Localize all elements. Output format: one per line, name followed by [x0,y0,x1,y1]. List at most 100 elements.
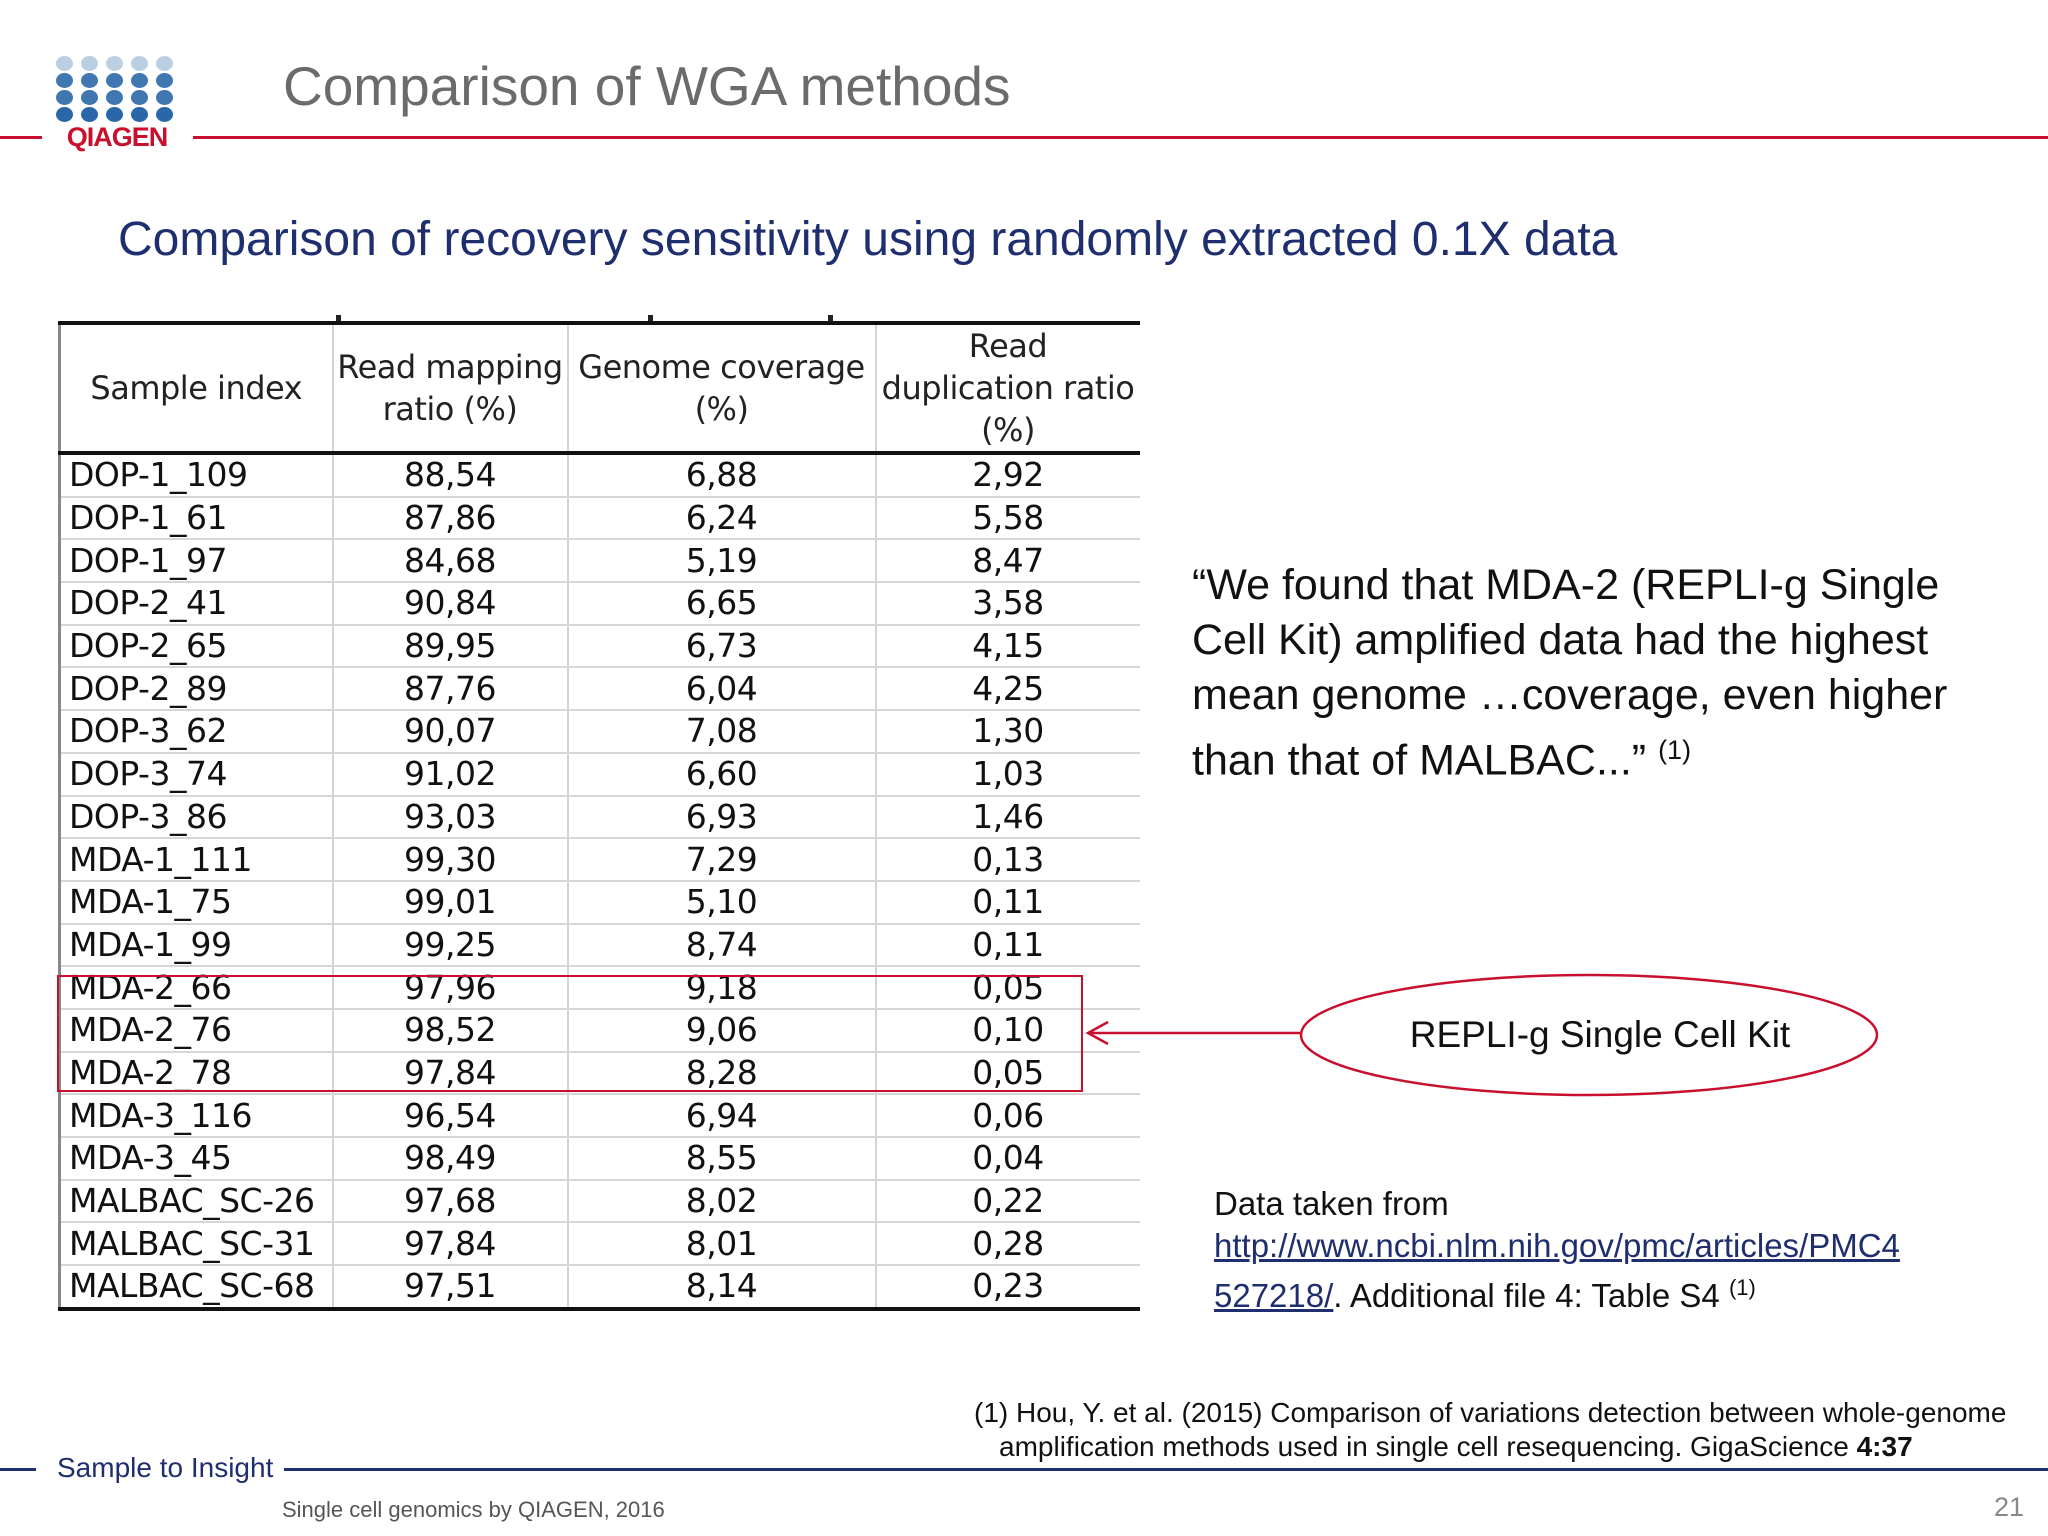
value-cell: 97,84 [331,1051,568,1096]
sample-index-cell: DOP-2_65 [58,624,333,669]
logo-dot [131,56,148,71]
value-cell: 6,94 [566,1094,876,1138]
column-header: Sample index [58,321,333,455]
logo-dot [106,56,123,71]
logo-dot [56,107,73,122]
sample-index-cell: MALBAC_SC-31 [58,1222,333,1267]
source-link-part1: http://www.ncbi.nlm.nih.gov/pmc/articles… [1214,1227,1900,1264]
value-cell: 6,60 [566,752,876,797]
table-body: DOP-1_109 88,54 6,88 2,92 DOP-1_61 87,86 6,24 5… [58,453,1140,1311]
sample-index-cell: DOP-1_109 [58,453,333,498]
value-cell: 0,13 [874,838,1140,882]
table-row: MALBAC_SC-31 97,84 8,01 0,28 [58,1222,1140,1267]
sample-index-cell: MDA-2_66 [58,966,333,1010]
sample-index-cell: MDA-1_75 [58,880,333,925]
table-row: DOP-3_62 90,07 7,08 1,30 [58,710,1140,754]
table-row: DOP-3_74 91,02 6,60 1,03 [58,752,1140,797]
quote-reference: (1) [1658,735,1692,765]
value-cell: 0,11 [874,923,1140,968]
value-cell: 97,96 [331,966,568,1010]
value-cell: 91,02 [331,752,568,797]
source-link[interactable]: http://www.ncbi.nlm.nih.gov/pmc/articles… [1214,1227,1900,1314]
table-row: MDA-2_66 97,96 9,18 0,05 [58,966,1140,1010]
results-table-container: Sample index Read mapping ratio (%) Geno… [58,315,1140,1311]
sample-index-cell: MDA-1_111 [58,838,333,882]
logo-text: QIAGEN [66,122,169,152]
logo-dot [56,73,73,88]
value-cell: 99,25 [331,923,568,968]
sample-index-cell: DOP-1_97 [58,539,333,584]
table-row: DOP-2_41 90,84 6,65 3,58 [58,582,1140,626]
sample-index-cell: MALBAC_SC-68 [58,1265,333,1311]
source-suffix: . Additional file 4: Table S4 [1333,1277,1720,1314]
sample-index-cell: MDA-3_45 [58,1137,333,1181]
citation: (1) Hou, Y. et al. (2015) Comparison of … [974,1396,2034,1464]
table-row: MALBAC_SC-26 97,68 8,02 0,22 [58,1179,1140,1224]
value-cell: 97,84 [331,1222,568,1267]
value-cell: 4,25 [874,667,1140,712]
page-number: 21 [1993,1492,2024,1522]
logo-dot [156,107,173,122]
source-reference: (1) [1728,1275,1756,1300]
footer-divider-right [284,1468,2048,1471]
value-cell: 89,95 [331,624,568,669]
value-cell: 5,10 [566,880,876,925]
value-cell: 90,84 [331,582,568,626]
value-cell: 8,74 [566,923,876,968]
sample-index-cell: MDA-3_116 [58,1094,333,1138]
value-cell: 5,19 [566,539,876,584]
logo-dot [131,73,148,88]
table-row: DOP-1_97 84,68 5,19 8,47 [58,539,1140,584]
value-cell: 93,03 [331,795,568,840]
sample-index-cell: DOP-2_41 [58,582,333,626]
qiagen-logo: QIAGEN [52,52,182,162]
value-cell: 97,51 [331,1265,568,1311]
table-row: MDA-1_111 99,30 7,29 0,13 [58,838,1140,882]
quote-body: “We found that MDA-2 (REPLI-g Single Cel… [1192,561,1948,785]
callout-graphic [1085,973,1879,1097]
footer-tagline: Sample to Insight [57,1452,274,1483]
value-cell: 97,68 [331,1179,568,1224]
slide-title: Comparison of WGA methods [283,55,1011,117]
sample-index-cell: DOP-3_62 [58,710,333,754]
table-row: DOP-1_109 88,54 6,88 2,92 [58,453,1140,498]
logo-dot [131,107,148,122]
sample-index-cell: MDA-2_78 [58,1051,333,1096]
value-cell: 98,49 [331,1137,568,1181]
table-row: MALBAC_SC-68 97,51 8,14 0,23 [58,1265,1140,1311]
citation-line-1: (1) Hou, Y. et al. (2015) Comparison of … [974,1397,2007,1428]
logo-dot [56,56,73,71]
value-cell: 0,23 [874,1265,1140,1311]
value-cell: 6,88 [566,453,876,498]
value-cell: 0,22 [874,1179,1140,1224]
value-cell: 7,08 [566,710,876,754]
table-row: DOP-3_86 93,03 6,93 1,46 [58,795,1140,840]
value-cell: 3,58 [874,582,1140,626]
mda2-highlight-box [57,975,1083,1092]
value-cell: 9,06 [566,1008,876,1053]
sample-index-cell: DOP-1_61 [58,496,333,541]
value-cell: 99,30 [331,838,568,882]
value-cell: 0,11 [874,880,1140,925]
value-cell: 96,54 [331,1094,568,1138]
header-divider-left [0,136,42,139]
value-cell: 6,93 [566,795,876,840]
value-cell: 84,68 [331,539,568,584]
sample-index-cell: MDA-1_99 [58,923,333,968]
value-cell: 9,18 [566,966,876,1010]
logo-dot [81,56,98,71]
table-row: MDA-3_45 98,49 8,55 0,04 [58,1137,1140,1181]
value-cell: 87,86 [331,496,568,541]
sample-index-cell: MDA-2_76 [58,1008,333,1053]
footer-divider-left [0,1468,36,1471]
slide-subtitle: Comparison of recovery sensitivity using… [118,213,1618,266]
table-row: DOP-2_89 87,76 6,04 4,25 [58,667,1140,712]
logo-dot [56,90,73,105]
value-cell: 8,55 [566,1137,876,1181]
column-header: Genome coverage (%) [566,321,876,455]
value-cell: 6,04 [566,667,876,712]
value-cell: 0,28 [874,1222,1140,1267]
value-cell: 1,46 [874,795,1140,840]
value-cell: 99,01 [331,880,568,925]
data-source-note: Data taken from http://www.ncbi.nlm.nih.… [1214,1183,2004,1317]
